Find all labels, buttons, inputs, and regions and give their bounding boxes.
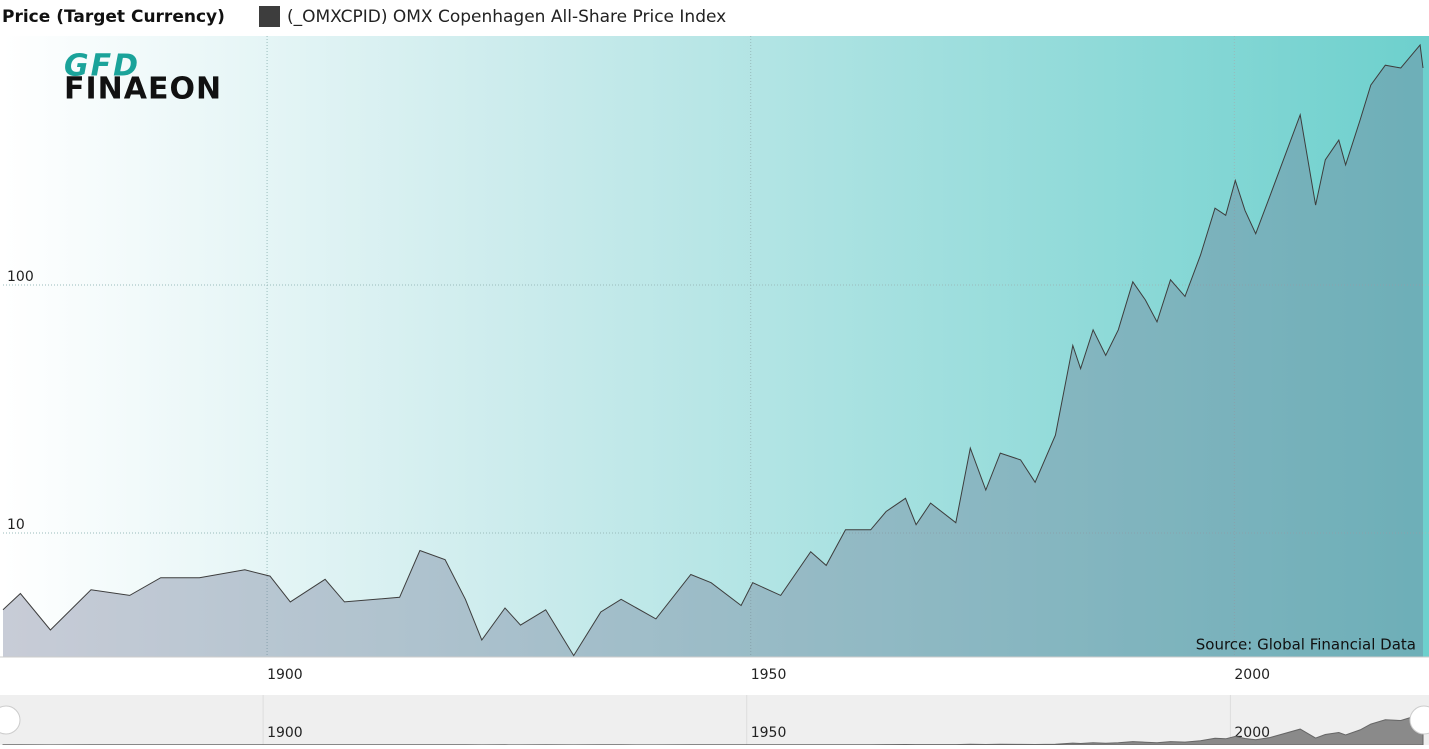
source: Source: Global Financial Data: [1196, 636, 1416, 654]
plot-background: [3, 36, 1429, 657]
y-tick-label: 10: [7, 517, 25, 533]
y-tick-label: 100: [7, 269, 34, 285]
x-tick-label: 1950: [751, 667, 787, 683]
logo-top: GFD: [64, 49, 140, 84]
legend-label: (_OMXCPID) OMX Copenhagen All-Share Pric…: [287, 7, 726, 27]
x-tick-label: 2000: [1234, 667, 1270, 683]
navigator-tick-label: 1900: [267, 725, 303, 741]
navigator-tick-label: 2000: [1234, 725, 1270, 741]
navigator-tick-label: 1950: [751, 725, 787, 741]
chart-title: Price (Target Currency): [2, 7, 225, 27]
navigator-handle: [1409, 705, 1429, 735]
navigator: [0, 695, 1429, 745]
area-fill: [3, 44, 1423, 657]
area-line: [2, 43, 1424, 657]
navigator-handle: [0, 705, 21, 735]
logo-bottom: FINAEON: [64, 72, 222, 107]
x-tick-label: 1900: [267, 667, 303, 683]
legend-swatch: [259, 6, 280, 27]
